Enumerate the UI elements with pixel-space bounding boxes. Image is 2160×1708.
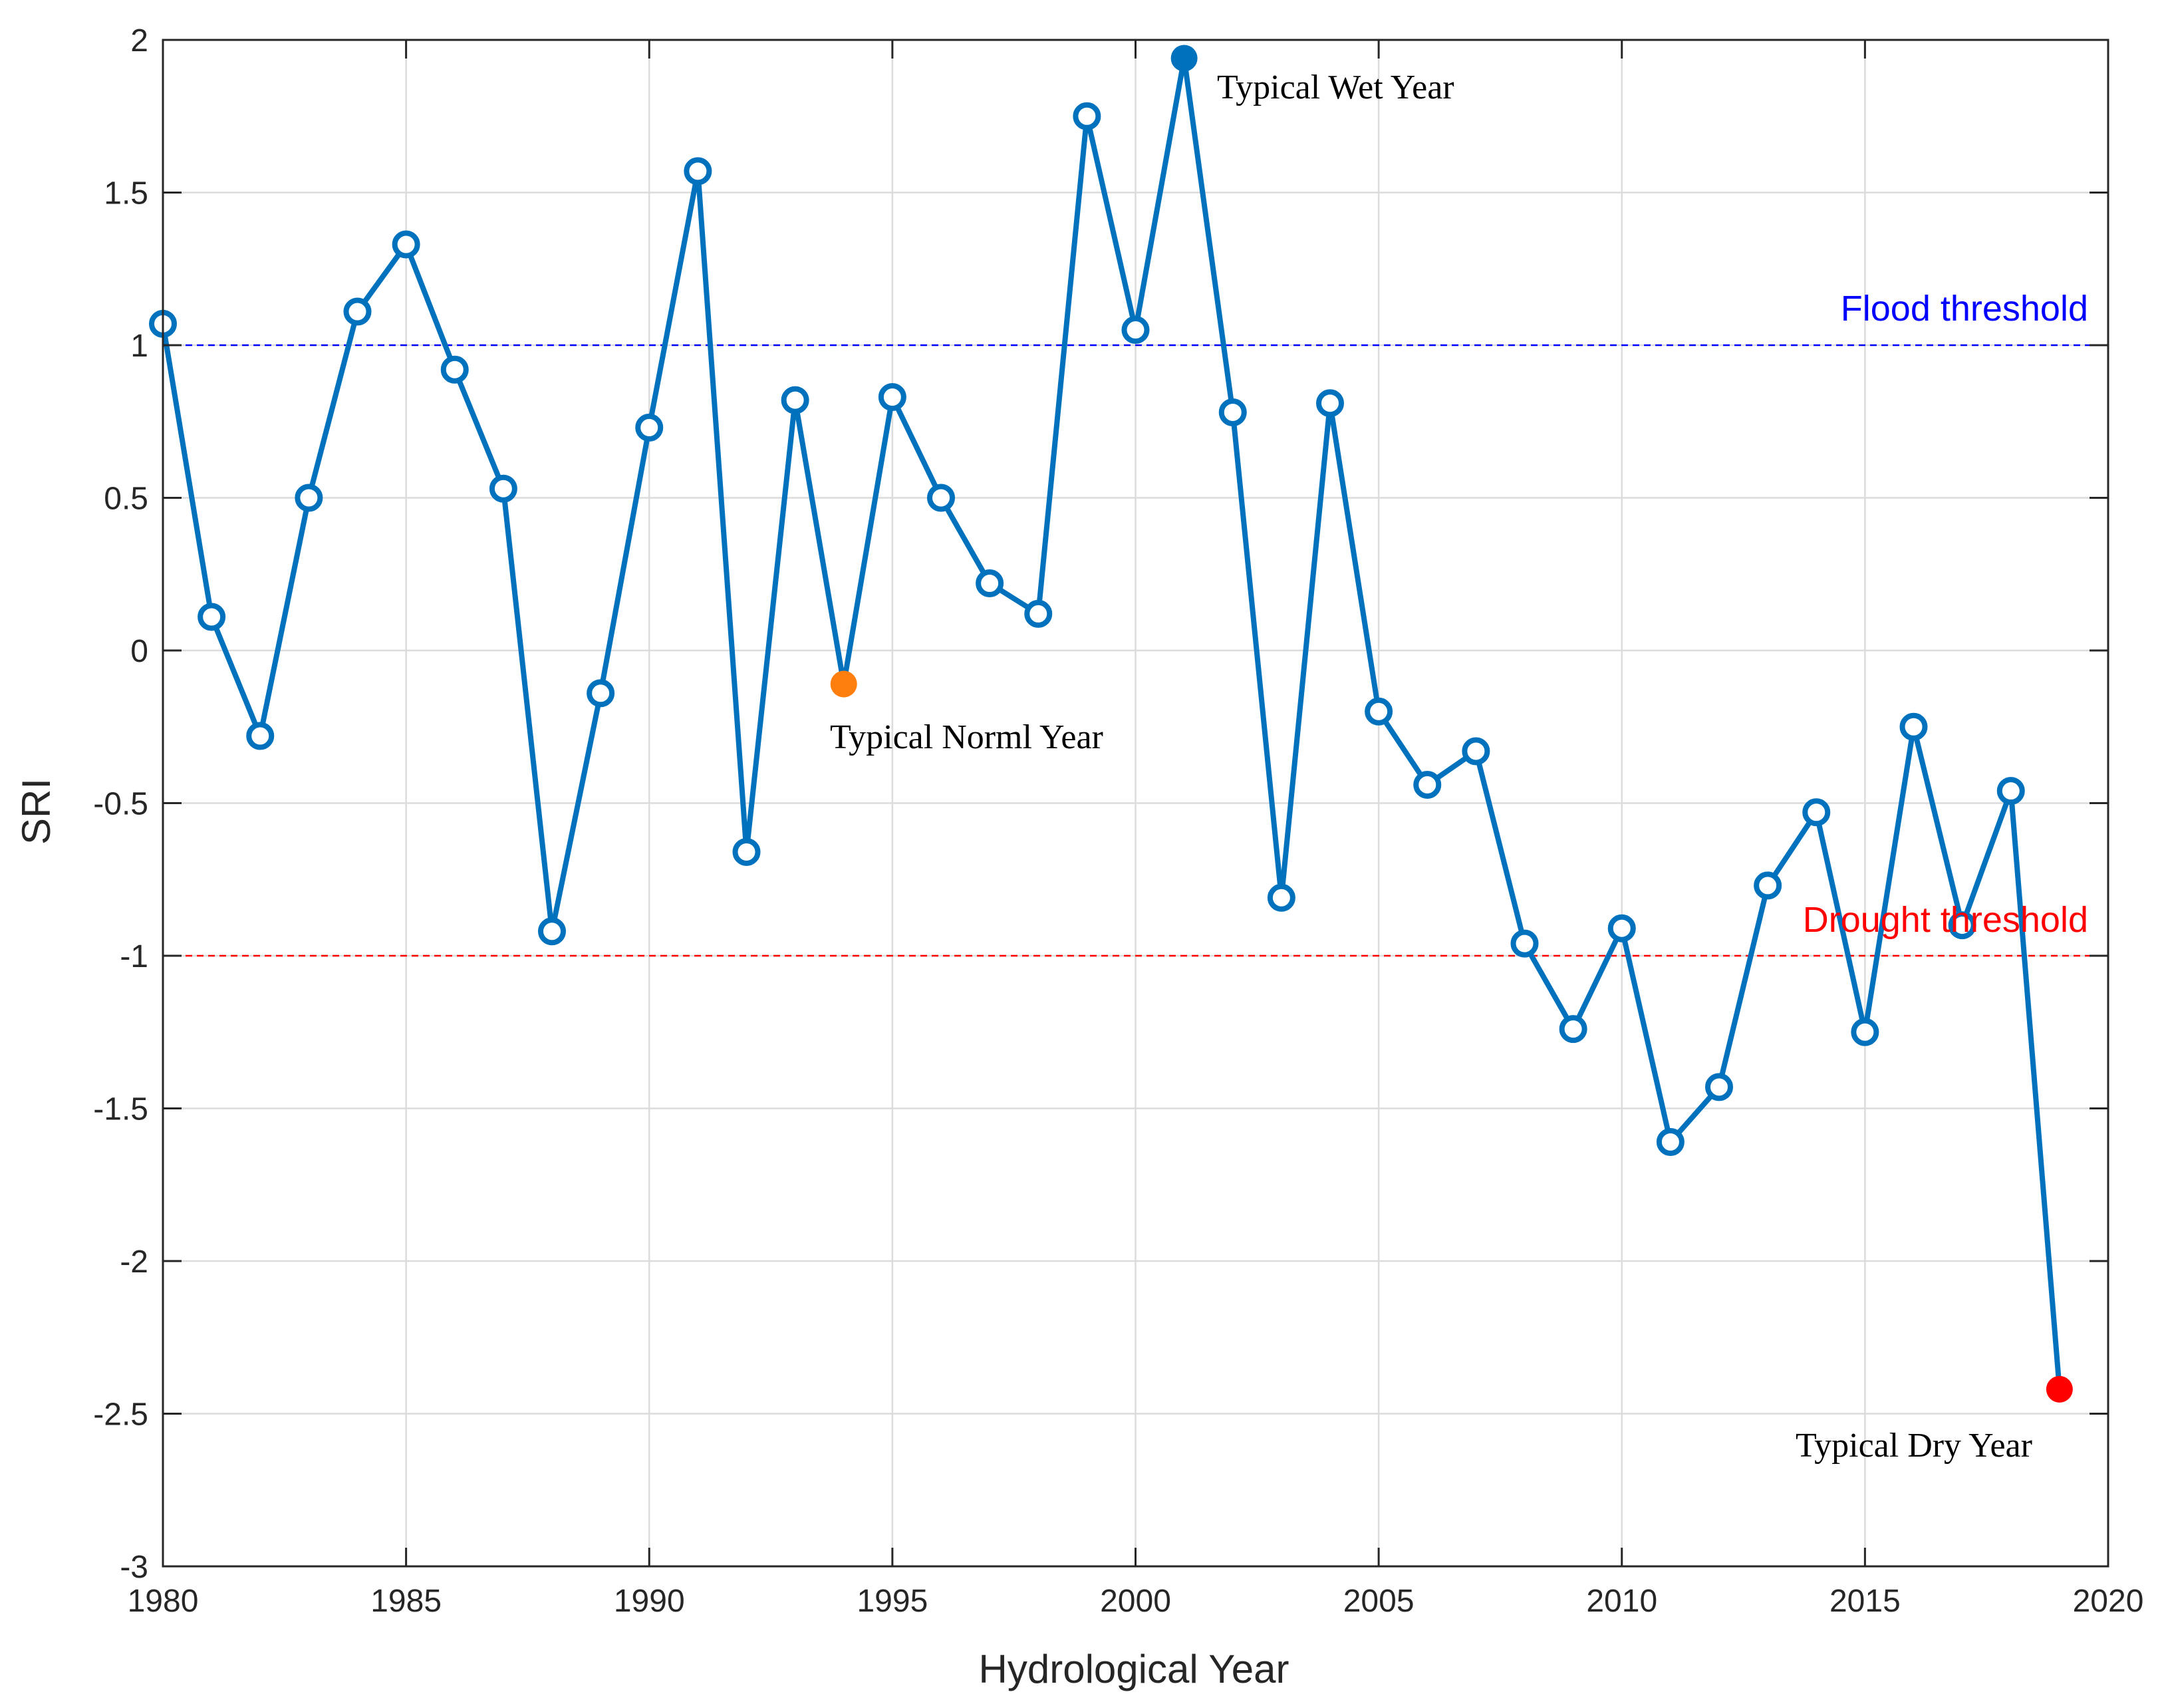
- y-tick-label: -0.5: [93, 787, 148, 822]
- x-tick-label: 1995: [857, 1584, 928, 1619]
- data-point-2008: [1510, 929, 1539, 958]
- x-tick-label: 1985: [370, 1584, 442, 1619]
- x-tick-label: 1990: [614, 1584, 685, 1619]
- x-tick-label: 1980: [128, 1584, 199, 1619]
- data-point-2002: [1218, 398, 1247, 426]
- x-tick-label: 2020: [2073, 1584, 2144, 1619]
- data-point-2000: [1121, 316, 1150, 345]
- threshold-lines: [163, 344, 2108, 957]
- data-point-1996: [927, 484, 955, 512]
- data-point-1987: [489, 474, 517, 503]
- data-point-1988: [538, 917, 566, 946]
- data-point-2007: [1462, 737, 1490, 766]
- data-point-1998: [1024, 599, 1053, 628]
- data-point-1985: [392, 230, 420, 259]
- data-point-1992: [732, 837, 761, 866]
- highlight-points: [830, 45, 2073, 1403]
- axes: 1980 1985 1990 1995 2000 2005 2010 2015 2020 -3 -2…: [93, 23, 2143, 1619]
- data-point-1982: [246, 722, 275, 750]
- data-point-1981: [198, 603, 226, 631]
- sri-series: [149, 55, 2062, 1390]
- data-point-2006: [1413, 770, 1442, 799]
- data-point-1983: [295, 484, 323, 512]
- data-point-1989: [587, 679, 615, 708]
- highlight-point-2001: [1170, 45, 1198, 72]
- y-tick-label: 1.5: [104, 176, 148, 212]
- data-point-2014: [1802, 798, 1831, 827]
- y-tick-label: 0.5: [104, 482, 148, 517]
- data-point-1997: [976, 569, 1004, 598]
- data-point-1984: [343, 297, 372, 326]
- data-point-2009: [1559, 1015, 1587, 1044]
- y-tick-label: -2: [120, 1244, 148, 1280]
- data-point-2005: [1365, 697, 1393, 726]
- x-axis-title: Hydrological Year: [979, 1647, 1289, 1691]
- data-point-2012: [1705, 1073, 1733, 1101]
- x-tick-label: 2005: [1343, 1584, 1415, 1619]
- normal-year-annotation: Typical Norml Year: [830, 718, 1103, 756]
- data-point-2003: [1267, 883, 1295, 912]
- data-point-1999: [1073, 102, 1101, 130]
- data-point-2010: [1607, 914, 1636, 942]
- y-axis-title: SRI: [14, 778, 59, 845]
- labels: Hydrological Year SRI Flood threshold Dr…: [14, 69, 2088, 1691]
- y-tick-label: 1: [130, 329, 148, 364]
- data-point-2017: [1948, 911, 1976, 940]
- y-tick-label: -3: [120, 1550, 148, 1585]
- data-point-2016: [1899, 712, 1928, 741]
- x-tick-label: 2010: [1586, 1584, 1657, 1619]
- data-point-1993: [781, 386, 809, 414]
- y-tick-label: -1: [120, 939, 148, 974]
- flood-threshold-label: Flood threshold: [1841, 289, 2088, 329]
- data-point-1990: [635, 413, 664, 442]
- data-point-1995: [878, 383, 906, 412]
- wet-year-annotation: Typical Wet Year: [1217, 69, 1454, 106]
- highlight-point-1994: [830, 670, 857, 698]
- highlight-point-2019: [2046, 1375, 2073, 1403]
- x-tick-label: 2015: [1829, 1584, 1901, 1619]
- data-point-1991: [684, 157, 712, 186]
- x-tick-label: 2000: [1100, 1584, 1171, 1619]
- data-point-2011: [1656, 1127, 1685, 1156]
- sri-line: [160, 55, 2062, 1390]
- data-point-2013: [1754, 871, 1782, 900]
- y-tick-label: -2.5: [93, 1397, 148, 1433]
- data-point-2004: [1316, 389, 1344, 418]
- y-tick-label: 0: [130, 634, 148, 669]
- y-tick-label: -1.5: [93, 1092, 148, 1127]
- data-point-2018: [1996, 777, 2025, 805]
- y-tick-label: 2: [130, 23, 148, 59]
- drought-threshold-label: Drought threshold: [1803, 900, 2088, 940]
- data-point-1986: [440, 355, 469, 384]
- grid-lines: [163, 40, 2108, 1566]
- dry-year-annotation: Typical Dry Year: [1796, 1427, 2032, 1465]
- data-point-2015: [1851, 1018, 1879, 1046]
